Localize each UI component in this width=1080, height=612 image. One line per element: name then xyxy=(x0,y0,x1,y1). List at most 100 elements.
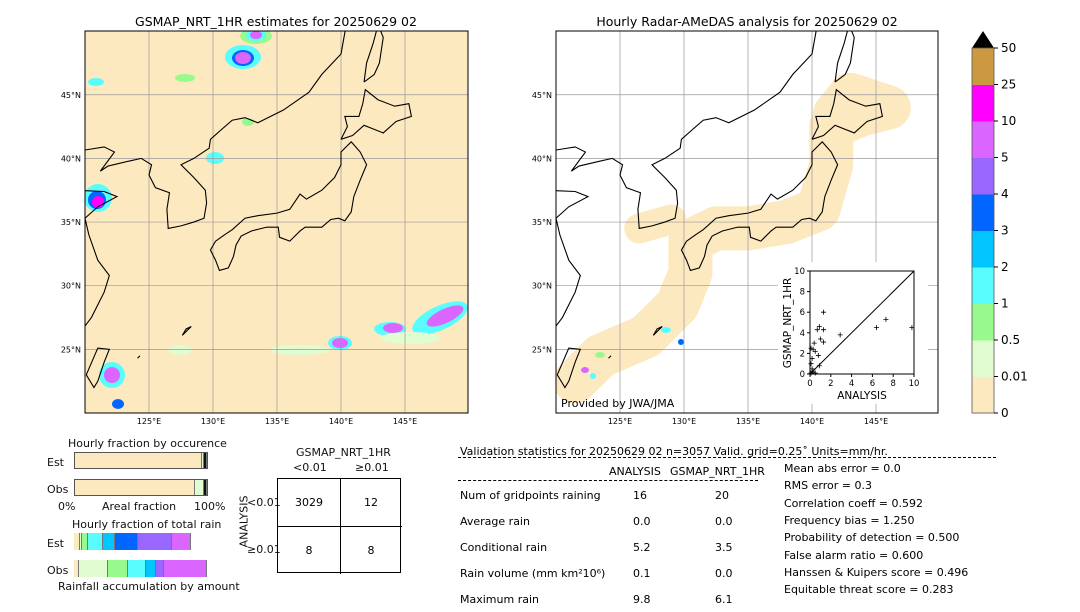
val-col1: ANALYSIS xyxy=(609,465,661,478)
coastline xyxy=(556,347,582,389)
val-analysis-value: 16 xyxy=(633,489,647,502)
scatter-xtick: 0 xyxy=(807,379,812,389)
occ-x0: 0% xyxy=(58,500,76,513)
coastline xyxy=(556,31,817,230)
colorbar-bin xyxy=(972,376,994,414)
bar-segment xyxy=(194,480,205,495)
scatter-point xyxy=(821,327,827,333)
left-map xyxy=(85,31,468,413)
lon-label: 145°E xyxy=(393,417,417,426)
scatter-point xyxy=(816,363,822,369)
colorbar-bin xyxy=(972,157,994,195)
scatter-inset: ANALYSIS GSMAP_NRT_1HR 0 2 4 6 8 10 0 2 4 6 8 10 xyxy=(778,262,928,404)
ct-row1: <0.01 xyxy=(247,496,281,509)
colorbar-label: 0.5 xyxy=(1001,333,1020,347)
bar-segment xyxy=(128,560,146,577)
colorbar-label: 4 xyxy=(1001,187,1009,201)
colorbar-bin xyxy=(972,303,994,341)
right-map-frame xyxy=(555,30,939,414)
colorbar-label: 0 xyxy=(1001,406,1009,420)
coastline xyxy=(181,325,192,336)
occ-xlabel: Areal fraction xyxy=(102,500,177,513)
scatter-point xyxy=(821,339,827,345)
val-row-label: Conditional rain xyxy=(460,541,548,554)
bar-segment xyxy=(137,533,173,550)
score-text: RMS error = 0.3 xyxy=(784,479,872,493)
coastline xyxy=(85,190,119,327)
bar-segment xyxy=(115,533,138,550)
bar-segment xyxy=(204,453,207,468)
one-to-one-line xyxy=(809,270,915,375)
val-analysis-value: 0.1 xyxy=(633,567,651,580)
scatter-ytick: 10 xyxy=(794,267,805,277)
val-gsmap-value: 0.0 xyxy=(715,567,733,580)
bar-segment xyxy=(79,560,109,577)
left-map-frame xyxy=(84,30,469,414)
scatter-point xyxy=(874,325,880,331)
coastline xyxy=(85,31,346,230)
colorbar-bin xyxy=(972,48,994,85)
coastline xyxy=(680,141,839,272)
val-analysis-value: 5.2 xyxy=(633,541,651,554)
colorbar-label: 10 xyxy=(1001,114,1016,128)
coastline xyxy=(209,141,368,272)
colorbar-bin xyxy=(972,340,994,377)
right-map-title: Hourly Radar-AMeDAS analysis for 2025062… xyxy=(596,14,897,29)
ct-col2: ≥0.01 xyxy=(355,461,389,474)
scatter-point xyxy=(814,327,820,333)
val-gsmap-value: 3.5 xyxy=(715,541,733,554)
bar-segment xyxy=(81,533,89,550)
colorbar-label: 50 xyxy=(1001,41,1016,55)
score-text: Probability of detection = 0.500 xyxy=(784,531,960,545)
rain-obs-label: Obs xyxy=(47,564,69,577)
scatter-point xyxy=(808,361,814,367)
scatter-point xyxy=(809,356,815,362)
bar-segment xyxy=(74,560,80,577)
lon-label: 135°E xyxy=(736,417,760,426)
scatter-point xyxy=(821,309,827,315)
colorbar-bin xyxy=(972,84,994,122)
val-gsmap-value: 0.0 xyxy=(715,515,733,528)
scatter-point xyxy=(837,332,843,338)
val-gsmap-value: 6.1 xyxy=(715,593,733,606)
left-map-title: GSMAP_NRT_1HR estimates for 20250629 02 xyxy=(135,14,417,29)
rain-est-bar xyxy=(74,533,207,550)
colorbar-label: 1 xyxy=(1001,297,1009,311)
occ-x1: 100% xyxy=(194,500,226,513)
lat-label: 35°N xyxy=(532,218,552,227)
bar-segment xyxy=(88,533,104,550)
lat-label: 40°N xyxy=(532,154,552,163)
scatter-xtick: 2 xyxy=(828,379,833,389)
bar-segment xyxy=(145,560,156,577)
val-row-label: Num of gridpoints raining xyxy=(460,489,601,502)
lat-label: 30°N xyxy=(61,282,81,291)
lon-label: 125°E xyxy=(608,417,632,426)
bar-segment xyxy=(103,533,116,550)
lon-label: 135°E xyxy=(265,417,289,426)
lon-label: 140°E xyxy=(800,417,824,426)
scatter-point xyxy=(883,316,889,322)
occ-obs-label: Obs xyxy=(47,483,69,496)
bar-segment xyxy=(155,560,164,577)
colorbar-label: 0.01 xyxy=(1001,370,1028,384)
scatter-point xyxy=(811,340,817,346)
ct-cell: 3029 xyxy=(278,479,341,527)
bar-segment xyxy=(75,480,195,495)
colorbar-bin xyxy=(972,121,994,158)
scatter-ylabel: GSMAP_NRT_1HR xyxy=(782,278,794,369)
rain-title: Hourly fraction of total rain xyxy=(72,518,222,531)
occurrence-title: Hourly fraction by occurence xyxy=(68,437,227,450)
score-text: Frequency bias = 1.250 xyxy=(784,513,915,527)
bar-segment xyxy=(74,533,80,550)
scatter-ytick: 0 xyxy=(800,370,805,380)
bar-segment xyxy=(204,480,207,495)
val-analysis-value: 0.0 xyxy=(633,515,651,528)
colorbar-bin xyxy=(972,230,994,268)
scatter-point xyxy=(815,352,821,358)
scatter-point xyxy=(808,345,814,351)
scatter-point xyxy=(808,370,814,376)
scatter-xtick: 8 xyxy=(890,379,895,389)
left-gridlines xyxy=(85,31,468,413)
credit-text: Provided by JWA/JMA xyxy=(561,397,675,410)
